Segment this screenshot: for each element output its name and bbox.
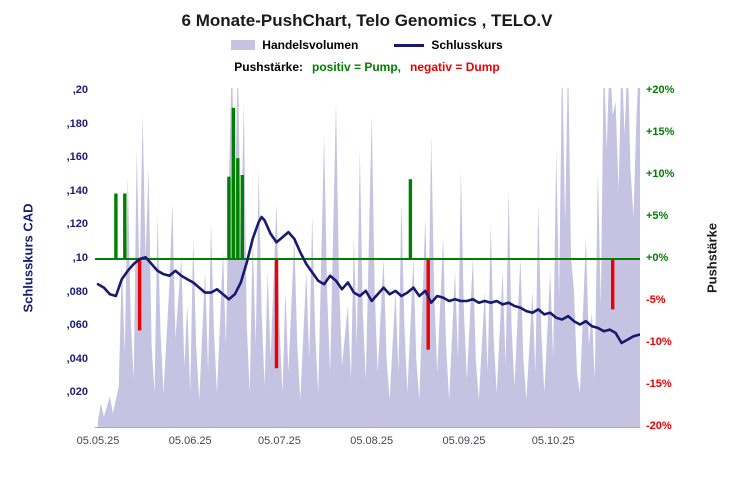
pump-bar (408, 179, 413, 259)
push-legend-prefix: Pushstärke: (234, 60, 303, 74)
x-axis-tick-label: 05.09.25 (442, 435, 486, 447)
right-axis-tick-label: +10% (646, 168, 675, 180)
left-axis-tick-label: ,180 (66, 117, 88, 130)
left-axis-tick-label: ,160 (66, 151, 88, 164)
left-axis-tick-label: ,080 (66, 285, 88, 298)
right-axis-tick-label: +5% (646, 210, 669, 222)
volume-swatch-icon (231, 40, 256, 50)
left-axis-tick-label: ,020 (66, 386, 88, 399)
left-axis-tick-label: ,140 (66, 184, 88, 197)
x-axis-tick-label: 05.07.25 (258, 435, 301, 447)
dump-bar (611, 259, 615, 310)
left-axis-tick-label: ,120 (66, 218, 88, 231)
left-axis-tick-label: ,10 (72, 252, 88, 264)
chart-title: 6 Monate-PushChart, Telo Genomics , TELO… (181, 11, 553, 30)
right-axis-tick-label: +20% (646, 84, 675, 96)
left-axis-tick-label: ,060 (66, 319, 88, 332)
right-axis-title: Pushstärke (704, 222, 720, 294)
legend-volume-label: Handelsvolumen (262, 38, 359, 52)
left-axis-tick-label: ,20 (72, 84, 88, 96)
legend-item-close: Schlusskurs (394, 38, 503, 52)
right-axis-tick-label: +0% (646, 252, 669, 264)
push-legend: Pushstärke: positiv = Pump, negativ = Du… (0, 60, 734, 74)
legend-close-label: Schlusskurs (431, 38, 503, 52)
dump-bar (426, 259, 430, 350)
x-axis-tick-label: 05.05.25 (76, 435, 120, 447)
close-line-swatch-icon (394, 43, 425, 47)
x-axis-tick-label: 05.10.25 (531, 435, 575, 447)
left-axis-tick-label: ,040 (66, 352, 88, 365)
legend: Handelsvolumen Schlusskurs (0, 38, 734, 52)
right-axis-tick-label: -20% (646, 420, 672, 432)
left-axis-title: Schlusskurs CAD (20, 203, 36, 313)
x-axis-tick-label: 05.06.25 (168, 435, 212, 447)
legend-item-volume: Handelsvolumen (231, 38, 358, 52)
pump-bar (240, 175, 244, 259)
pump-bar (231, 107, 236, 259)
dump-bar (274, 259, 279, 369)
pump-bar (227, 176, 231, 259)
right-axis-tick-label: -15% (646, 378, 672, 390)
right-axis-tick-label: -5% (646, 294, 666, 306)
pump-bar (123, 193, 127, 259)
right-axis-tick-label: -10% (646, 336, 672, 348)
pump-bar (114, 193, 118, 259)
price-line (96, 215, 640, 345)
push-legend-negative: negativ = Dump (410, 60, 500, 74)
x-axis-tick-label: 05.08.25 (350, 435, 394, 447)
push-legend-positive: positiv = Pump, (312, 60, 402, 74)
volume-area (98, 88, 640, 427)
right-axis-tick-label: +15% (646, 126, 675, 138)
pump-bar (236, 158, 240, 259)
dump-bar (137, 259, 142, 331)
chart-plot-area (95, 88, 640, 428)
